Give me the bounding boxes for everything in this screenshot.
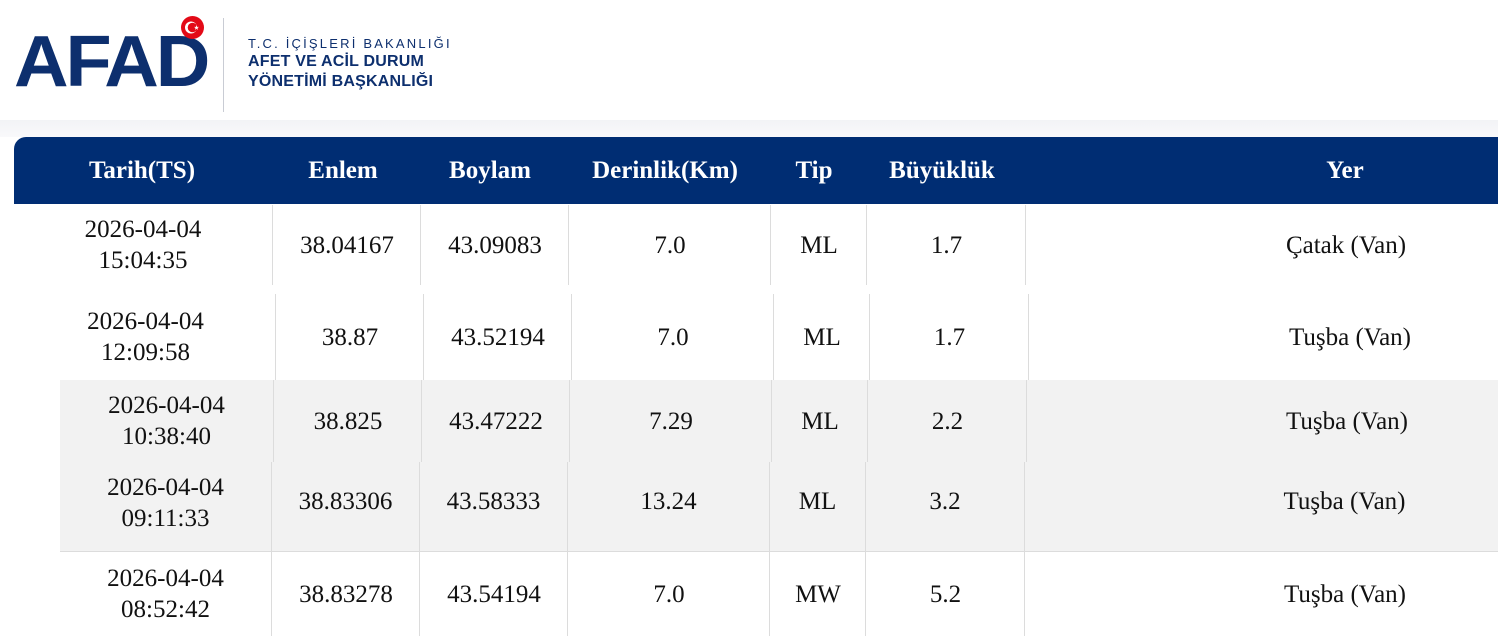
date-text: 2026-04-04 <box>108 392 225 419</box>
longitude-cell: 43.47222 <box>421 380 570 462</box>
date-cell: 2026-04-04 08:52:42 <box>60 552 271 636</box>
table-header: Tarih(TS) Enlem Boylam Derinlik(Km) Tip … <box>14 137 1498 204</box>
row-divider <box>60 551 1498 552</box>
column-header-latitude[interactable]: Enlem <box>308 157 378 184</box>
date-cell: 2026-04-04 15:04:35 <box>14 205 272 285</box>
column-header-depth[interactable]: Derinlik(Km) <box>592 157 738 184</box>
depth-cell: 13.24 <box>567 462 769 551</box>
magnitude-cell: 2.2 <box>867 380 1027 462</box>
column-header-location[interactable]: Yer <box>1326 157 1364 184</box>
magnitude-cell: 1.7 <box>869 294 1029 380</box>
date-cell: 2026-04-04 09:11:33 <box>60 462 271 551</box>
depth-cell: 7.0 <box>567 552 770 636</box>
type-cell: ML <box>769 462 865 551</box>
date-text: 2026-04-04 <box>87 308 204 335</box>
time-text: 15:04:35 <box>98 247 188 274</box>
time-text: 12:09:58 <box>101 339 190 366</box>
latitude-cell: 38.87 <box>275 294 424 380</box>
table-row[interactable]: 2026-04-04 12:09:58 38.87 43.52194 7.0 ML… <box>16 294 1498 380</box>
longitude-cell: 43.54194 <box>419 552 568 636</box>
date-text: 2026-04-04 <box>84 216 202 243</box>
date-cell: 2026-04-04 10:38:40 <box>60 380 273 462</box>
logo-divider <box>223 18 224 112</box>
location-cell: Tuşba (Van) <box>1024 462 1498 551</box>
latitude-cell: 38.04167 <box>272 205 421 285</box>
column-header-date[interactable]: Tarih(TS) <box>88 157 196 184</box>
depth-cell: 7.0 <box>568 205 771 285</box>
table-row[interactable]: 2026-04-04 08:52:42 38.83278 43.54194 7.0… <box>60 552 1498 636</box>
location-cell: Tuşba (Van) <box>1024 552 1498 636</box>
time-text: 10:38:40 <box>122 423 211 450</box>
date-cell: 2026-04-04 12:09:58 <box>16 294 275 380</box>
table-row[interactable]: 2026-04-04 15:04:35 38.04167 43.09083 7.0… <box>14 205 1498 285</box>
type-cell: ML <box>773 294 870 380</box>
column-header-magnitude[interactable]: Büyüklük <box>889 157 995 184</box>
depth-cell: 7.29 <box>569 380 772 462</box>
location-cell: Tuşba (Van) <box>1026 380 1498 462</box>
latitude-cell: 38.83278 <box>271 552 420 636</box>
afad-logo[interactable]: AFAD <box>14 22 210 102</box>
turkish-flag-icon <box>181 16 204 39</box>
time-text: 09:11:33 <box>121 505 210 532</box>
date-text: 2026-04-04 <box>107 474 224 501</box>
magnitude-cell: 1.7 <box>866 205 1026 285</box>
type-cell: MW <box>769 552 866 636</box>
table-row[interactable]: 2026-04-04 09:11:33 38.83306 43.58333 13.… <box>60 462 1498 551</box>
ministry-line-3: YÖNETİMİ BAŞKANLIĞI <box>248 73 434 90</box>
ministry-line-1: T.C. İÇİŞLERİ BAKANLIĞI <box>248 36 452 51</box>
table-row[interactable]: 2026-04-04 10:38:40 38.825 43.47222 7.29 … <box>60 380 1498 462</box>
column-header-type[interactable]: Tip <box>795 157 833 184</box>
column-header-longitude[interactable]: Boylam <box>449 157 531 184</box>
site-header: AFAD T.C. İÇİŞLERİ BAKANLIĞI AFET VE ACİ… <box>0 0 1498 122</box>
location-cell: Çatak (Van) <box>1025 205 1498 285</box>
magnitude-cell: 5.2 <box>865 552 1025 636</box>
latitude-cell: 38.83306 <box>271 462 419 551</box>
depth-cell: 7.0 <box>571 294 774 380</box>
longitude-cell: 43.09083 <box>420 205 569 285</box>
header-shadow <box>0 120 1498 137</box>
longitude-cell: 43.52194 <box>423 294 572 380</box>
date-text: 2026-04-04 <box>107 565 224 592</box>
longitude-cell: 43.58333 <box>419 462 567 551</box>
latitude-cell: 38.825 <box>273 380 422 462</box>
type-cell: ML <box>770 205 867 285</box>
type-cell: ML <box>771 380 868 462</box>
location-cell: Tuşba (Van) <box>1028 294 1498 380</box>
ministry-name: T.C. İÇİŞLERİ BAKANLIĞI AFET VE ACİL DUR… <box>248 36 452 92</box>
time-text: 08:52:42 <box>121 596 210 623</box>
magnitude-cell: 3.2 <box>865 462 1024 551</box>
ministry-line-2: AFET VE ACİL DURUM <box>248 53 425 70</box>
